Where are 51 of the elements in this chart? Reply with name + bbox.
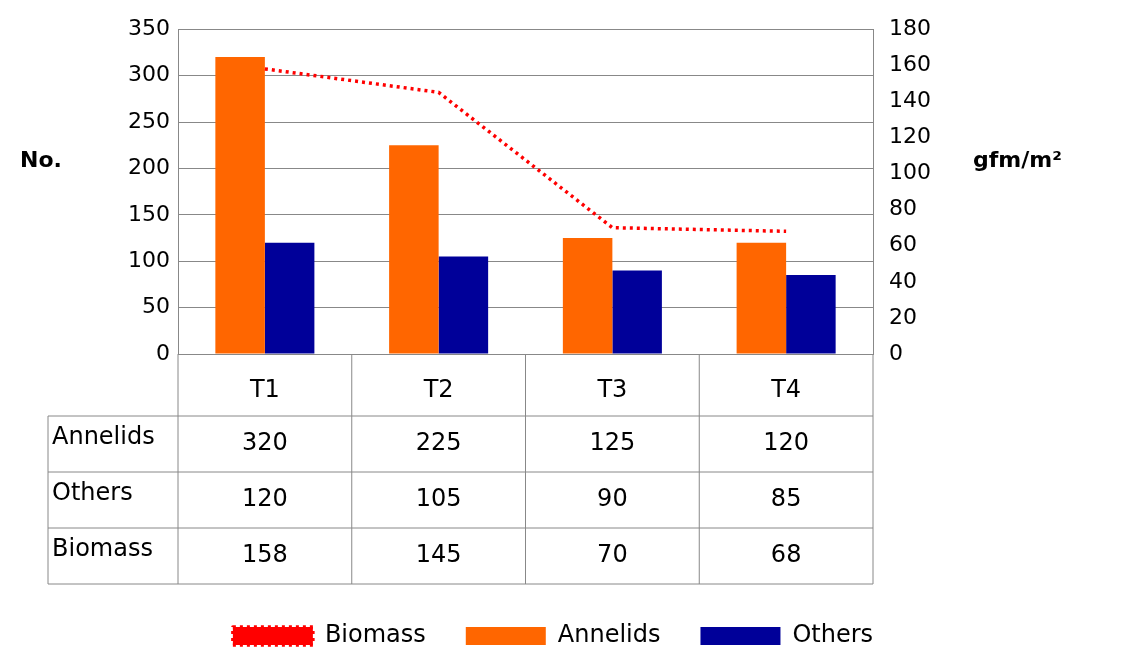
x-tick-label: T2 — [422, 374, 454, 403]
bar — [264, 242, 315, 354]
text: Others — [52, 478, 133, 507]
y-tick-label: 200 — [128, 154, 170, 180]
y2-tick-label: 120 — [889, 123, 931, 149]
data-label: 145 — [415, 540, 462, 569]
x-tick-label: T4 — [770, 374, 802, 403]
legend-label: Others — [792, 620, 874, 649]
bar — [612, 270, 662, 354]
bar — [215, 57, 265, 354]
bar — [438, 256, 489, 354]
x-tick-label: T3 — [596, 374, 628, 403]
y-tick-label: 250 — [128, 107, 170, 133]
data-label: 90 — [597, 484, 628, 513]
y2-tick-label: 160 — [889, 51, 931, 77]
y2-axis-title: gfm/m² — [973, 147, 1062, 173]
data-label: 120 — [763, 428, 810, 457]
y2-tick-label: 60 — [889, 231, 917, 257]
y2-tick-label: 180 — [889, 14, 931, 40]
bar — [389, 145, 439, 354]
y2-tick-label: 100 — [889, 159, 931, 185]
data-label: 85 — [770, 484, 802, 513]
y2-tick-label: 0 — [889, 339, 903, 365]
data-label: 120 — [241, 484, 288, 513]
y2-tick-label: 20 — [889, 303, 917, 329]
legend-label: Annelids — [557, 620, 661, 649]
y2-tick-label: 80 — [889, 195, 917, 221]
bar — [786, 275, 836, 354]
text: Biomass — [52, 534, 153, 563]
y2-tick-label: 140 — [889, 87, 931, 113]
data-label: 125 — [589, 428, 636, 457]
y-tick-label: 350 — [128, 14, 170, 40]
y-tick-label: 300 — [128, 61, 170, 87]
bar — [736, 242, 787, 354]
y-tick-label: 100 — [128, 246, 170, 272]
y2-tick-label: 40 — [889, 267, 917, 293]
y-tick-label: 150 — [128, 200, 170, 226]
data-label: 320 — [241, 428, 288, 457]
data-label: 68 — [770, 540, 802, 569]
line-series — [263, 67, 788, 234]
text: Annelids — [52, 422, 155, 451]
bar — [562, 238, 613, 354]
data-label: 105 — [415, 484, 462, 513]
legend-label: Biomass — [324, 620, 426, 649]
y-axis-title: No. — [20, 147, 62, 173]
y-tick-label: 0 — [156, 339, 170, 365]
y-tick-label: 50 — [142, 293, 170, 319]
x-tick-label: T1 — [248, 374, 280, 403]
data-label: 225 — [415, 428, 462, 457]
data-label: 70 — [597, 540, 628, 569]
data-label: 158 — [241, 540, 288, 569]
